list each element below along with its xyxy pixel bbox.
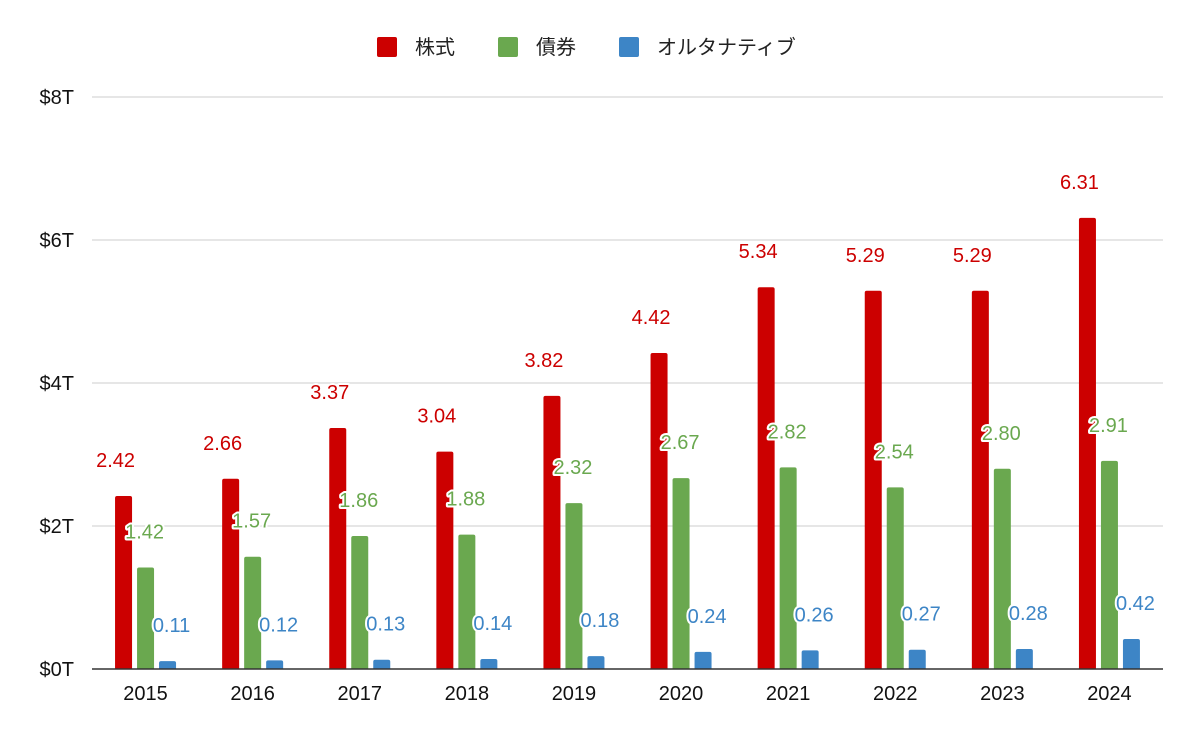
data-label: 2.82 (768, 421, 807, 443)
legend-label: 株式 (415, 36, 455, 59)
bar (993, 468, 1011, 669)
bar (543, 395, 561, 669)
data-label: 3.37 (310, 382, 349, 404)
x-axis: 2015 2016 2017 2018 2019 2020 2021 2022 2023 2024 (92, 668, 1163, 705)
x-tick-label: 2019 (552, 683, 597, 705)
bar (757, 287, 775, 669)
bar (650, 352, 668, 669)
data-label: 0.18 (580, 610, 619, 632)
bar (137, 567, 155, 669)
data-label: 1.42 (125, 521, 164, 543)
legend-swatch (619, 37, 639, 57)
x-tick-label: 2015 (123, 683, 168, 705)
bar (115, 495, 133, 669)
data-label: 2.80 (982, 423, 1021, 445)
bar (244, 556, 262, 669)
bar (222, 478, 240, 669)
x-tick-label: 2017 (338, 683, 383, 705)
data-label: 1.86 (339, 490, 378, 512)
x-tick-label: 2022 (873, 683, 918, 705)
data-label: 2.54 (875, 441, 914, 463)
data-label: 0.12 (259, 614, 298, 636)
x-tick-label: 2021 (766, 683, 811, 705)
y-tick-label: $0T (40, 659, 74, 681)
bar (801, 650, 819, 669)
data-labels: 2.42 1.42 0.11 2.66 1.57 0.12 3.37 1.86 0.13 3.04… (94, 170, 1157, 639)
data-label: 3.82 (524, 350, 563, 372)
bar (351, 536, 369, 669)
data-label: 1.88 (446, 489, 485, 511)
x-tick-label: 2024 (1087, 683, 1132, 705)
data-label: 1.57 (232, 511, 271, 533)
bar (971, 290, 989, 669)
bar (864, 290, 882, 669)
data-label: 0.24 (688, 606, 727, 628)
bar (565, 503, 583, 669)
bar (436, 451, 454, 669)
bar (908, 649, 926, 669)
bar (266, 660, 284, 669)
y-tick-label: $6T (40, 230, 74, 252)
bar (480, 658, 498, 669)
data-label: 0.11 (153, 615, 190, 637)
y-tick-label: $8T (40, 87, 74, 109)
data-label: 0.42 (1116, 593, 1155, 615)
x-tick-label: 2018 (445, 683, 490, 705)
data-label: 5.34 (739, 241, 778, 263)
bar (587, 656, 605, 669)
bar (779, 467, 797, 669)
legend-swatch (498, 37, 518, 57)
data-label: 0.13 (366, 614, 405, 636)
y-tick-label: $4T (40, 373, 74, 395)
data-label: 0.14 (473, 613, 512, 635)
bar (1078, 217, 1096, 669)
bar (159, 661, 177, 669)
bar (1100, 460, 1118, 669)
data-label: 0.28 (1009, 603, 1048, 625)
x-tick-label: 2023 (980, 683, 1025, 705)
y-axis: $0T $2T $4T $6T $8T (40, 87, 74, 681)
bar (373, 659, 391, 669)
legend-swatch (377, 37, 397, 57)
legend: 株式 債券 オルタナティブ (377, 35, 796, 59)
data-label: 0.26 (795, 604, 834, 626)
bar (1015, 648, 1033, 669)
data-label: 2.42 (96, 450, 135, 472)
data-label: 3.04 (417, 406, 456, 428)
bar (1122, 638, 1140, 669)
data-label: 2.32 (553, 457, 592, 479)
data-label: 5.29 (846, 245, 885, 267)
data-label: 4.42 (632, 307, 671, 329)
data-label: 2.67 (661, 432, 700, 454)
legend-label: 債券 (536, 36, 576, 59)
y-tick-label: $2T (40, 516, 74, 538)
bar (458, 534, 476, 669)
data-label: 2.91 (1089, 415, 1128, 437)
gridlines (92, 96, 1163, 527)
bars (115, 217, 1140, 669)
x-tick-label: 2016 (230, 683, 275, 705)
x-tick-label: 2020 (659, 683, 704, 705)
data-label: 2.66 (203, 433, 242, 455)
data-label: 5.29 (953, 245, 992, 267)
legend-label: オルタナティブ (657, 35, 796, 59)
bar (672, 478, 690, 669)
bar (886, 487, 904, 669)
data-label: 0.27 (902, 604, 941, 626)
data-label: 6.31 (1060, 172, 1099, 194)
bar (329, 428, 347, 669)
bar (694, 651, 712, 669)
